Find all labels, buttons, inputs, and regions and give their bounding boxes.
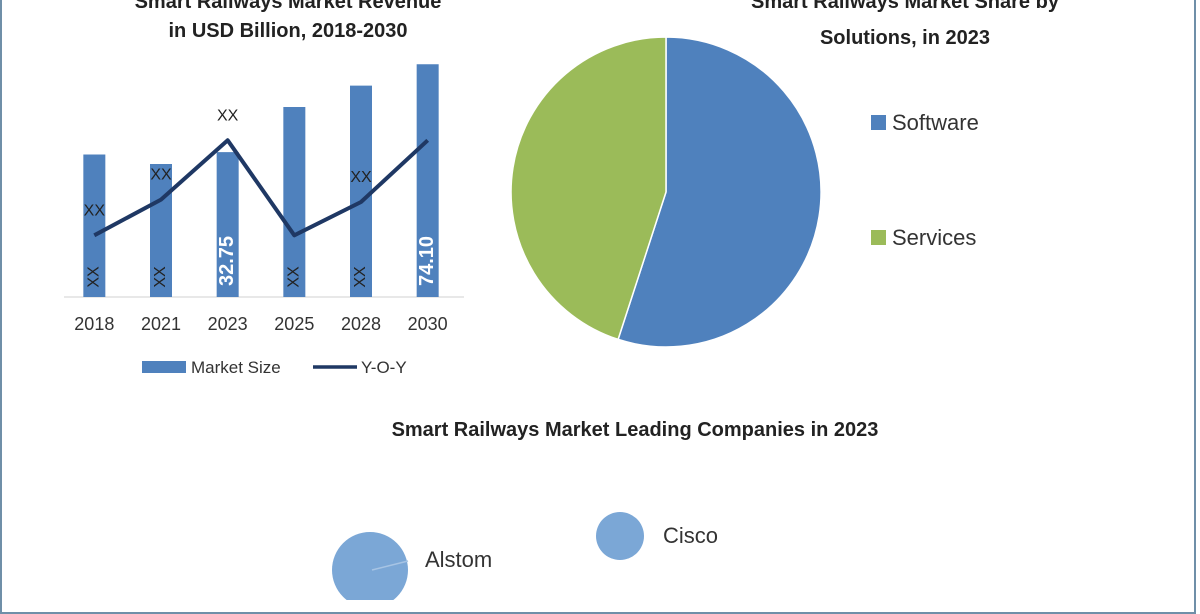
yoy-data-label-2021: XX xyxy=(150,167,172,184)
legend-label-services: Services xyxy=(892,225,976,250)
pie-slice-services xyxy=(510,36,667,341)
bubble-leader-alstom xyxy=(371,560,409,571)
bar-data-label-2018: XX xyxy=(86,266,103,288)
x-tick-2021: 2021 xyxy=(141,314,181,334)
pie-chart-title-line2: Solutions, in 2023 xyxy=(820,27,990,49)
legend-label-software: Software xyxy=(892,110,979,135)
yoy-data-label-2023: XX xyxy=(217,107,239,124)
pie-slice-software xyxy=(617,36,822,348)
bar-data-label-2025: XX xyxy=(286,266,303,288)
companies-chart-title: Smart Railways Market Leading Companies … xyxy=(392,419,879,441)
bar-2023 xyxy=(216,152,239,297)
yoy-data-label-2028: XX xyxy=(350,169,372,186)
x-tick-2023: 2023 xyxy=(208,314,248,334)
bar-data-label-2023: 32.75 xyxy=(216,236,238,286)
pie-chart xyxy=(510,36,822,348)
bar-data-label-2028: XX xyxy=(352,266,369,288)
bar-chart-title-line2: in USD Billion, 2018-2030 xyxy=(169,20,408,42)
bubble-cisco xyxy=(596,512,644,560)
bar-data-label-2030: 74.10 xyxy=(416,236,438,286)
bar-2028 xyxy=(350,85,372,297)
pie-chart-title-line1: Smart Railways Market Share by xyxy=(751,0,1060,13)
legend-swatch-software xyxy=(871,115,886,130)
legend-swatch-market-size xyxy=(142,361,186,373)
x-tick-2028: 2028 xyxy=(341,314,381,334)
bar-data-label-2021: XX xyxy=(152,266,169,288)
x-tick-2025: 2025 xyxy=(274,314,314,334)
yoy-line-chart: XX XX XX XX xyxy=(84,107,430,238)
legend-swatch-services xyxy=(871,230,886,245)
x-tick-2018: 2018 xyxy=(74,314,114,334)
infographic-canvas: Smart Railways Market Revenue in USD Bil… xyxy=(64,0,1060,600)
bar-2025 xyxy=(283,107,306,297)
x-tick-2030: 2030 xyxy=(408,314,448,334)
bubble-label-alstom: Alstom xyxy=(425,547,492,572)
bar-2030 xyxy=(416,64,439,297)
legend-label-yoy: Y-O-Y xyxy=(361,358,407,377)
bar-chart: 2018 XX 2021 XX 2023 32.75 2025 XX 2028 XX 2030 74.… xyxy=(64,64,464,334)
yoy-data-label-2018: XX xyxy=(84,202,106,219)
bar-2018 xyxy=(83,154,106,297)
bubble-alstom xyxy=(332,532,408,600)
bubble-label-cisco: Cisco xyxy=(663,523,718,548)
yoy-line xyxy=(93,138,430,238)
legend-label-market-size: Market Size xyxy=(191,358,281,377)
bar-chart-title-line1: Smart Railways Market Revenue xyxy=(135,0,442,13)
